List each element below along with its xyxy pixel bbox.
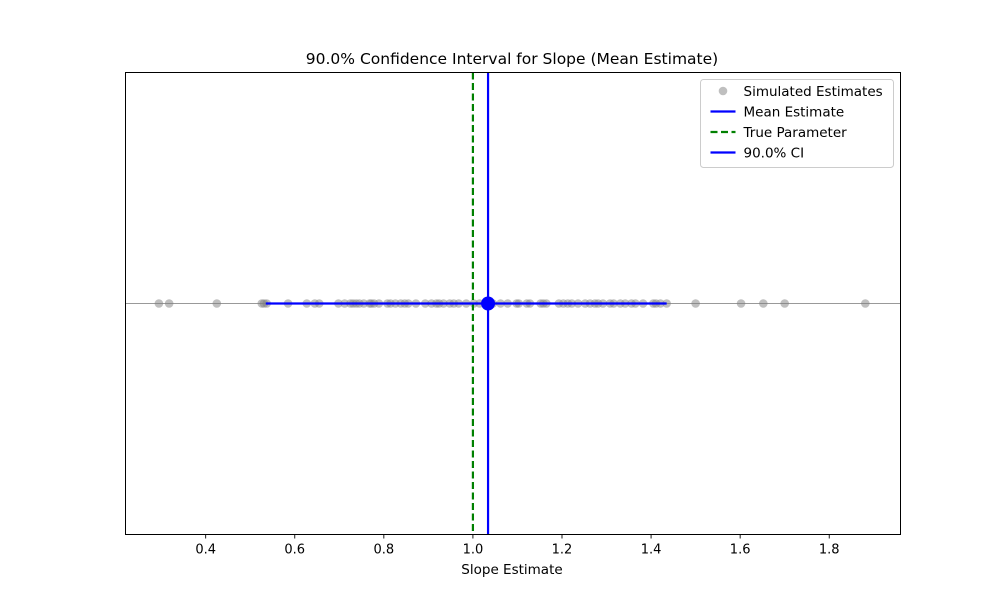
x-tick-label: 1.0 bbox=[463, 543, 484, 558]
simulated-estimate-point bbox=[164, 299, 174, 308]
plot-frame bbox=[125, 72, 901, 535]
x-tick-label: 0.8 bbox=[373, 543, 394, 558]
legend: Simulated Estimates Mean Estimate True Par… bbox=[700, 79, 894, 168]
legend-label-mean: Mean Estimate bbox=[744, 104, 845, 120]
simulated-estimate-point bbox=[736, 299, 746, 308]
plot-area bbox=[125, 72, 901, 535]
simulated-estimate-point bbox=[154, 299, 164, 308]
x-axis-label: Slope Estimate bbox=[461, 562, 562, 578]
mean-estimate-marker bbox=[481, 296, 496, 311]
simulated-estimate-point bbox=[861, 299, 870, 308]
x-axis: 0.4 0.6 0.8 1.0 1.2 1.4 1.6 1.8 bbox=[195, 534, 840, 558]
chart-title: 90.0% Confidence Interval for Slope (Mea… bbox=[306, 50, 718, 68]
simulated-estimate-point bbox=[212, 299, 222, 308]
simulated-estimate-point bbox=[759, 299, 768, 308]
legend-label-simulated: Simulated Estimates bbox=[744, 84, 883, 100]
legend-marker-simulated bbox=[718, 86, 728, 96]
simulated-estimate-point bbox=[780, 299, 789, 308]
x-tick-label: 1.4 bbox=[641, 543, 662, 558]
legend-frame bbox=[700, 79, 894, 168]
legend-label-true: True Parameter bbox=[743, 125, 848, 141]
x-tick-label: 1.6 bbox=[730, 543, 751, 558]
x-tick-label: 0.6 bbox=[284, 543, 305, 558]
legend-label-ci: 90.0% CI bbox=[744, 145, 805, 161]
x-tick-label: 1.8 bbox=[819, 543, 840, 558]
x-tick-label: 0.4 bbox=[195, 543, 216, 558]
x-tick-label: 1.2 bbox=[552, 543, 573, 558]
simulated-estimate-point bbox=[691, 299, 700, 308]
